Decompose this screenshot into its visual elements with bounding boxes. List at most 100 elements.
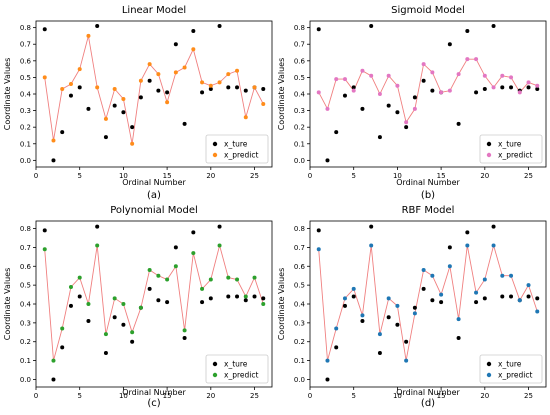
actual-point [147, 78, 152, 83]
legend-label-actual: x_ture [498, 360, 522, 369]
predict-point [208, 83, 213, 88]
predict-point [500, 273, 505, 278]
actual-point [500, 294, 505, 299]
predict-point [369, 243, 374, 248]
actual-point [42, 27, 47, 32]
actual-point [316, 228, 321, 233]
legend-label-predict: x_predict [224, 151, 258, 160]
predict-point [456, 317, 461, 322]
legend-marker-actual [212, 361, 218, 367]
actual-point [51, 377, 56, 382]
legend-label-actual: x_ture [224, 360, 248, 369]
predict-point [60, 326, 65, 331]
actual-point [456, 121, 461, 126]
actual-point [500, 85, 505, 90]
x-tick-label: 20 [480, 172, 489, 180]
actual-point [226, 85, 231, 90]
actual-point [182, 335, 187, 340]
x-tick-label: 25 [250, 392, 259, 400]
predict-point [103, 116, 108, 121]
actual-point [60, 130, 65, 135]
predict-point [121, 96, 126, 101]
y-tick-label: 0.5 [20, 282, 31, 290]
y-tick-label: 0.7 [294, 41, 305, 49]
x-tick-label: 20 [480, 392, 489, 400]
predict-point [130, 141, 135, 146]
x-axis-label: Ordinal Number [396, 388, 460, 397]
legend-label-predict: x_predict [498, 151, 532, 160]
panel-caption: (a) [147, 190, 161, 201]
y-tick-label: 0.4 [294, 301, 306, 309]
predict-point [252, 275, 257, 280]
predict-point [68, 285, 73, 290]
predict-point [465, 243, 470, 248]
predict-point [500, 73, 505, 78]
predict-point [316, 247, 321, 252]
actual-point [60, 345, 65, 350]
actual-point [430, 298, 435, 303]
legend: x_ture x_predict [205, 134, 269, 164]
actual-point [77, 85, 82, 90]
predict-point [95, 243, 100, 248]
predict-point [334, 77, 339, 82]
legend-box [205, 134, 269, 164]
y-tick-label: 0.7 [20, 41, 31, 49]
actual-point [173, 42, 178, 47]
actual-point [456, 335, 461, 340]
x-tick-label: 5 [77, 172, 81, 180]
predict-point [156, 72, 161, 77]
actual-point [130, 125, 135, 130]
y-axis-label: Coordinate Values [277, 58, 286, 131]
predict-point [360, 68, 365, 73]
predict-point [351, 88, 356, 93]
legend-label-actual: x_ture [498, 140, 522, 149]
predict-point [252, 85, 257, 90]
actual-point [447, 245, 452, 250]
predict-point [42, 247, 47, 252]
actual-point [68, 93, 73, 98]
actual-point [482, 296, 487, 301]
predict-point [217, 243, 222, 248]
predict-point [386, 73, 391, 78]
y-tick-label: 0.2 [294, 124, 305, 132]
x-tick-label: 25 [250, 172, 259, 180]
actual-point [325, 158, 330, 163]
predict-point [77, 275, 82, 280]
predict-point [395, 303, 400, 308]
y-tick-label: 0.6 [20, 57, 32, 65]
predict-point [121, 302, 126, 306]
actual-point [360, 106, 365, 111]
x-tick-label: 0 [34, 392, 38, 400]
predict-point [235, 68, 240, 73]
actual-point [404, 339, 409, 344]
y-tick-label: 0.4 [20, 301, 32, 309]
predict-point [526, 283, 531, 288]
predict-point [474, 290, 479, 295]
x-tick-label: 20 [206, 392, 215, 400]
predict-point [226, 275, 231, 280]
y-tick-label: 0.1 [20, 357, 31, 365]
predict-point [235, 277, 240, 282]
actual-point [412, 305, 417, 310]
y-tick-label: 0.7 [20, 244, 31, 252]
legend-marker-actual [486, 361, 492, 367]
y-tick-label: 0.2 [20, 124, 31, 132]
predict-point [439, 90, 444, 95]
panel-caption: (c) [147, 398, 160, 409]
predict-point [68, 82, 73, 87]
predict-point [439, 292, 444, 297]
predict-point [482, 73, 487, 78]
x-tick-label: 0 [34, 172, 38, 180]
actual-point [77, 294, 82, 299]
actual-point [86, 106, 91, 111]
actual-point [235, 85, 240, 90]
actual-point [112, 103, 117, 108]
x-tick-label: 25 [524, 172, 533, 180]
actual-point [121, 322, 126, 327]
x-axis-label: Ordinal Number [122, 178, 186, 187]
actual-point [86, 318, 91, 323]
predict-point [517, 298, 522, 303]
predict-point [386, 296, 391, 301]
actual-point [165, 90, 170, 95]
